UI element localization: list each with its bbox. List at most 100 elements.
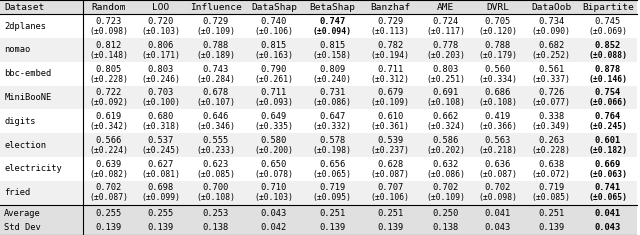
Text: 0.043: 0.043	[261, 209, 287, 218]
Text: electricity: electricity	[4, 164, 62, 173]
Bar	[0, 110, 637, 133]
Text: 0.251: 0.251	[538, 209, 564, 218]
Text: 0.338: 0.338	[538, 112, 564, 121]
Text: 0.734: 0.734	[538, 17, 564, 26]
Text: Random: Random	[92, 3, 126, 12]
Text: 0.702: 0.702	[95, 184, 122, 192]
Text: 0.638: 0.638	[538, 160, 564, 169]
Text: (±0.109): (±0.109)	[426, 193, 465, 203]
Text: (±0.090): (±0.090)	[532, 27, 570, 36]
Text: DVRL: DVRL	[486, 3, 509, 12]
Text: 0.578: 0.578	[319, 136, 346, 145]
Text: (±0.218): (±0.218)	[478, 146, 517, 155]
Text: 0.726: 0.726	[538, 88, 564, 97]
Text: (±0.103): (±0.103)	[255, 193, 294, 203]
Text: 0.722: 0.722	[95, 88, 122, 97]
Text: (±0.103): (±0.103)	[141, 27, 180, 36]
Text: 0.255: 0.255	[148, 209, 174, 218]
Text: 0.720: 0.720	[148, 17, 174, 26]
Text: (±0.233): (±0.233)	[196, 146, 236, 155]
Text: Std Dev: Std Dev	[4, 223, 41, 232]
Text: 0.139: 0.139	[377, 223, 403, 232]
Text: (±0.224): (±0.224)	[89, 146, 128, 155]
Bar	[524, 0, 579, 14]
Text: (±0.066): (±0.066)	[588, 98, 627, 107]
Text: 0.815: 0.815	[319, 41, 346, 50]
Text: 0.628: 0.628	[377, 160, 403, 169]
Text: 0.647: 0.647	[319, 112, 346, 121]
Text: 0.561: 0.561	[538, 65, 564, 74]
Text: 0.627: 0.627	[148, 160, 174, 169]
Text: (±0.179): (±0.179)	[478, 51, 517, 60]
Text: (±0.065): (±0.065)	[313, 170, 351, 179]
Text: 0.788: 0.788	[203, 41, 229, 50]
Text: (±0.086): (±0.086)	[426, 170, 465, 179]
Text: 0.700: 0.700	[203, 184, 229, 192]
Text: (±0.318): (±0.318)	[141, 122, 180, 131]
Text: 0.711: 0.711	[261, 88, 287, 97]
Text: 0.743: 0.743	[203, 65, 229, 74]
Text: 0.138: 0.138	[203, 223, 229, 232]
Text: Influence: Influence	[190, 3, 242, 12]
Text: (±0.109): (±0.109)	[371, 98, 410, 107]
Text: 0.669: 0.669	[595, 160, 621, 169]
Text: (±0.246): (±0.246)	[141, 74, 180, 83]
Text: 0.646: 0.646	[203, 112, 229, 121]
Text: AME: AME	[437, 3, 454, 12]
Text: fried: fried	[4, 188, 30, 197]
Text: (±0.245): (±0.245)	[588, 122, 627, 131]
Text: (±0.085): (±0.085)	[196, 170, 236, 179]
Text: 0.803: 0.803	[432, 65, 459, 74]
Text: 0.790: 0.790	[261, 65, 287, 74]
Bar	[0, 181, 637, 205]
Text: 0.707: 0.707	[377, 184, 403, 192]
Text: 0.610: 0.610	[377, 112, 403, 121]
Text: Average: Average	[4, 209, 41, 218]
Text: (±0.349): (±0.349)	[532, 122, 570, 131]
Text: 0.649: 0.649	[261, 112, 287, 121]
Bar	[0, 38, 637, 62]
Text: (±0.120): (±0.120)	[478, 27, 517, 36]
Text: (±0.063): (±0.063)	[588, 170, 627, 179]
Text: 0.255: 0.255	[95, 209, 122, 218]
Text: 0.691: 0.691	[432, 88, 459, 97]
Text: (±0.332): (±0.332)	[313, 122, 351, 131]
Text: (±0.078): (±0.078)	[255, 170, 294, 179]
Bar	[472, 0, 524, 14]
Text: (±0.335): (±0.335)	[255, 122, 294, 131]
Text: (±0.240): (±0.240)	[313, 74, 351, 83]
Text: (±0.072): (±0.072)	[532, 170, 570, 179]
Text: (±0.334): (±0.334)	[478, 74, 517, 83]
Text: 0.747: 0.747	[319, 17, 346, 26]
Text: (±0.361): (±0.361)	[371, 122, 410, 131]
Text: (±0.081): (±0.081)	[141, 170, 180, 179]
Text: 0.764: 0.764	[595, 112, 621, 121]
Text: (±0.148): (±0.148)	[89, 51, 128, 60]
Text: 0.719: 0.719	[538, 184, 564, 192]
Bar	[0, 133, 637, 157]
Text: 0.698: 0.698	[148, 184, 174, 192]
Text: (±0.106): (±0.106)	[371, 193, 410, 203]
Text: Dataset: Dataset	[4, 3, 44, 12]
Text: (±0.085): (±0.085)	[532, 193, 570, 203]
Text: (±0.113): (±0.113)	[371, 27, 410, 36]
Text: 0.586: 0.586	[432, 136, 459, 145]
Text: 0.878: 0.878	[595, 65, 621, 74]
Text: (±0.202): (±0.202)	[426, 146, 465, 155]
Text: (±0.346): (±0.346)	[196, 122, 236, 131]
Text: (±0.237): (±0.237)	[371, 146, 410, 155]
Text: 0.754: 0.754	[595, 88, 621, 97]
Text: (±0.366): (±0.366)	[478, 122, 517, 131]
Text: (±0.095): (±0.095)	[313, 193, 351, 203]
Text: (±0.109): (±0.109)	[196, 27, 236, 36]
Text: 0.719: 0.719	[319, 184, 346, 192]
Text: (±0.088): (±0.088)	[588, 51, 627, 60]
Text: 0.815: 0.815	[261, 41, 287, 50]
Text: 0.566: 0.566	[95, 136, 122, 145]
Text: 0.724: 0.724	[432, 17, 459, 26]
Text: (±0.108): (±0.108)	[196, 193, 236, 203]
Bar	[0, 0, 83, 14]
Text: 0.253: 0.253	[203, 209, 229, 218]
Bar	[303, 0, 361, 14]
Text: 0.679: 0.679	[377, 88, 403, 97]
